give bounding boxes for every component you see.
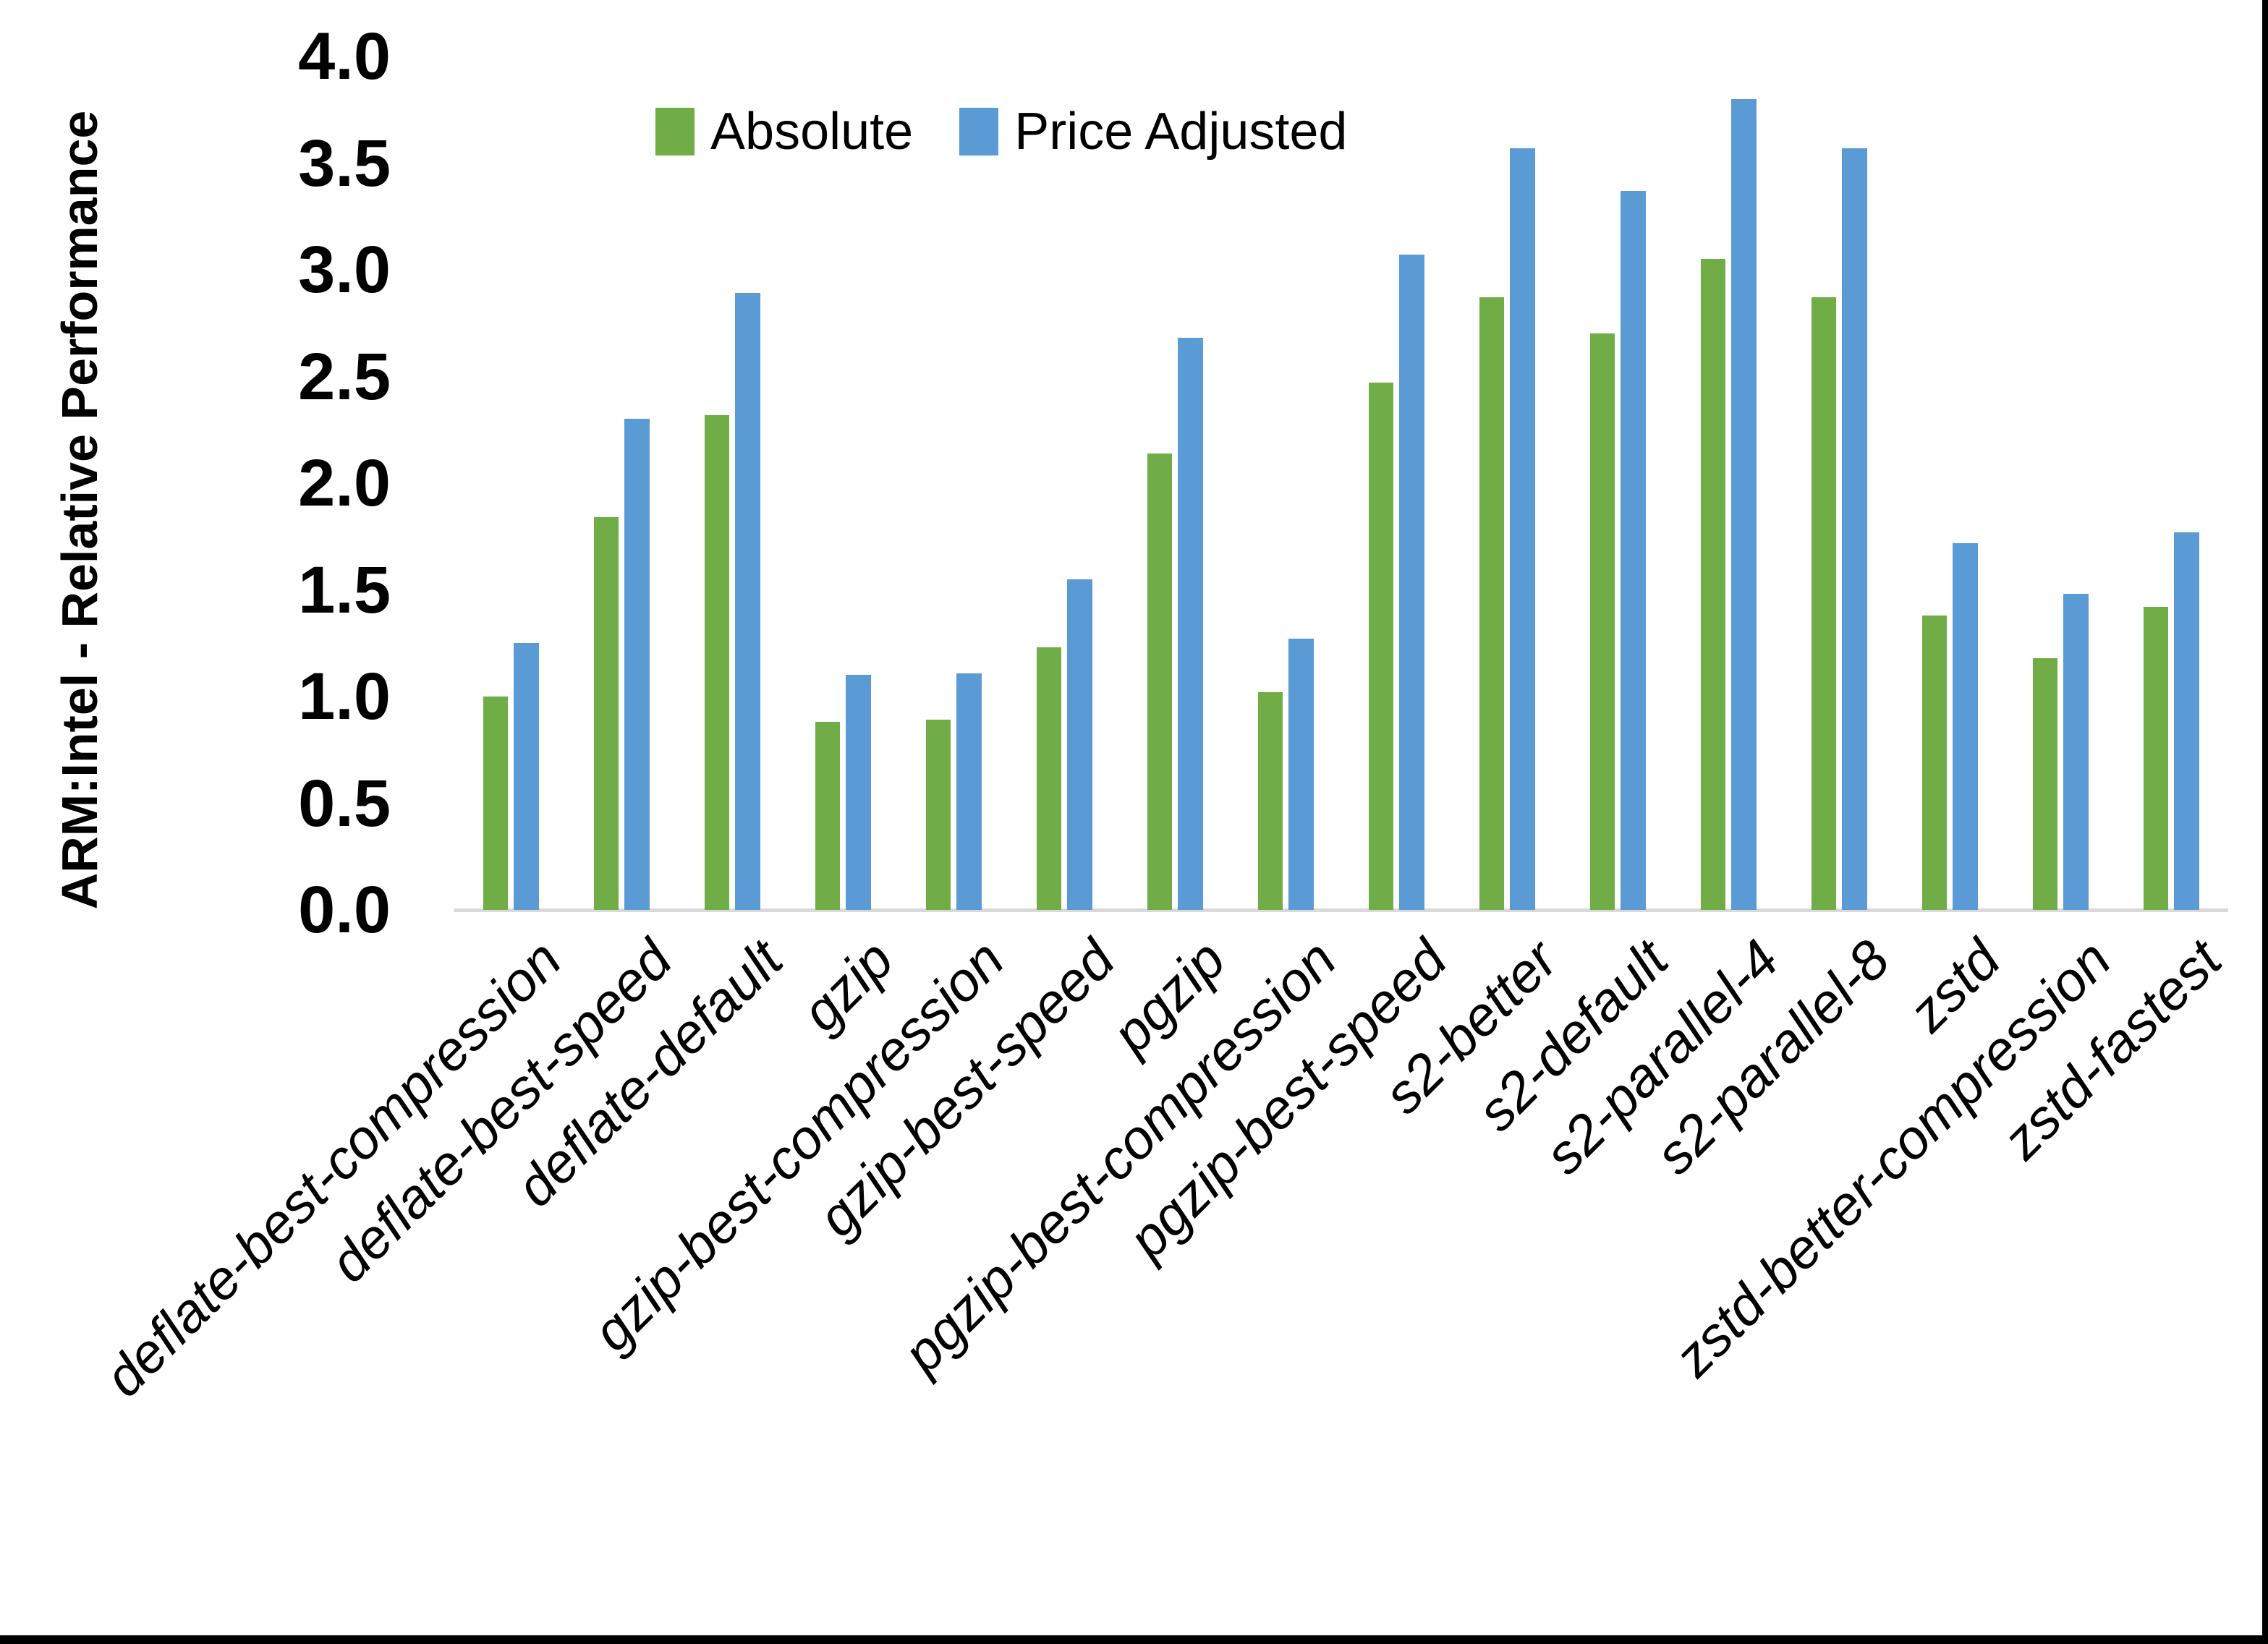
bar-price-adjusted-s2-default [1621,191,1646,910]
bar-price-adjusted-gzip [846,675,871,910]
bar-price-adjusted-zstd-better-compression [2063,594,2089,910]
legend: Absolute Price Adjusted [655,103,1347,161]
y-tick-label-1.5: 1.5 [298,553,391,627]
bar-price-adjusted-s2-parallel-8 [1842,148,1867,910]
window-border-right [2262,0,2268,1644]
bar-price-adjusted-zstd [1953,543,1978,910]
bar-absolute-s2-default [1590,333,1615,910]
bar-absolute-pgzip-best-speed [1369,383,1393,910]
bar-absolute-deflate-best-speed [594,517,619,910]
bar-price-adjusted-pgzip-best-speed [1399,255,1424,910]
bar-price-adjusted-pgzip [1178,338,1203,910]
bar-price-adjusted-deflate-best-compression [514,643,539,910]
bar-absolute-deflate-default [705,415,729,910]
y-axis-title: ARM:Intel - Relative Performance [51,110,108,910]
y-tick-label-1.0: 1.0 [298,660,391,733]
y-tick-label-0.0: 0.0 [298,873,391,947]
y-tick-label-3.5: 3.5 [298,126,391,200]
bar-price-adjusted-s2-better [1510,148,1535,910]
bar-absolute-pgzip [1147,453,1172,910]
bar-absolute-s2-better [1479,297,1504,910]
bar-absolute-s2-parallel-8 [1812,297,1836,910]
bar-absolute-s2-parallel-4 [1701,259,1725,910]
bar-absolute-gzip-best-speed [1037,647,1061,910]
y-tick-label-0.5: 0.5 [298,766,391,840]
bar-price-adjusted-deflate-best-speed [624,419,650,910]
bar-absolute-gzip-best-compression [926,720,951,910]
y-tick-label-2.0: 2.0 [298,446,391,520]
legend-swatch-absolute [655,108,695,156]
bar-price-adjusted-gzip-best-speed [1067,579,1092,910]
legend-item-price-adjusted: Price Adjusted [959,102,1347,161]
bar-price-adjusted-pgzip-best-compression [1288,639,1314,910]
bar-absolute-gzip [815,722,840,910]
legend-label-absolute: Absolute [710,103,914,161]
legend-label-price-adjusted: Price Adjusted [1014,103,1348,161]
y-tick-label-3.0: 3.0 [298,233,391,307]
bar-absolute-pgzip-best-compression [1258,692,1283,910]
bar-price-adjusted-deflate-default [735,293,760,910]
bar-absolute-zstd [1922,616,1947,910]
bar-absolute-zstd-fastest [2144,607,2168,910]
y-tick-label-4.0: 4.0 [298,20,391,93]
bar-absolute-zstd-better-compression [2033,658,2057,910]
legend-item-absolute: Absolute [655,102,913,161]
bar-price-adjusted-s2-parallel-4 [1731,99,1757,910]
legend-swatch-price-adjusted [959,108,999,156]
window-border-bottom [0,1635,2268,1644]
bar-price-adjusted-gzip-best-compression [956,673,982,910]
x-axis-line [454,908,2228,912]
bar-price-adjusted-zstd-fastest [2174,532,2199,910]
y-tick-label-2.5: 2.5 [298,339,391,414]
bar-absolute-deflate-best-compression [483,697,508,910]
